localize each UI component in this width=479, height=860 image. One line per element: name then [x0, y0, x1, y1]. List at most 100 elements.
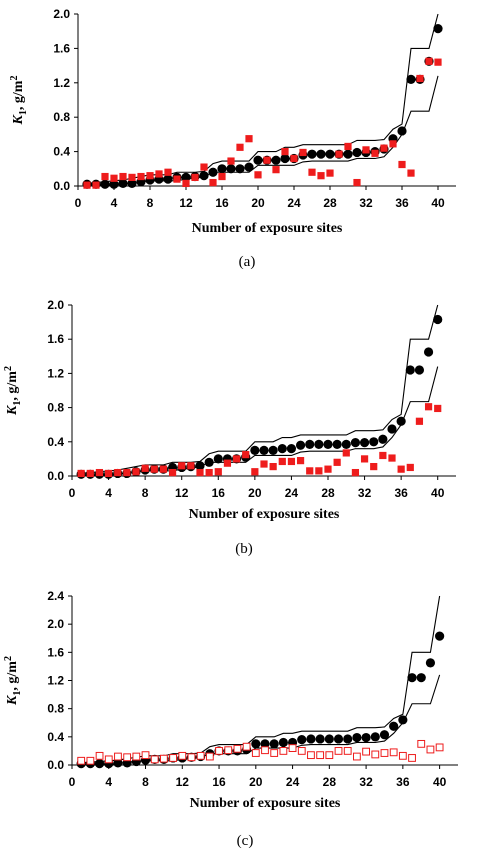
data-point-open-square: [215, 747, 223, 755]
data-point-square: [434, 58, 442, 66]
x-tick-label: 8: [147, 196, 154, 210]
data-point-square: [214, 468, 222, 476]
data-point-circle: [406, 74, 416, 84]
data-point-square: [342, 449, 350, 457]
data-point-circle: [370, 732, 380, 742]
y-axis-title: K1, g/m2: [3, 656, 23, 706]
x-tick-label: 36: [396, 775, 410, 789]
y-axis-title: K1, g/m2: [9, 76, 29, 126]
data-point-square: [155, 170, 163, 178]
data-point-circle: [333, 734, 344, 744]
data-point-circle: [416, 673, 426, 683]
data-point-square: [370, 462, 378, 471]
x-tick-label: 24: [287, 196, 301, 210]
data-point-square: [132, 468, 140, 476]
data-point-circle: [297, 735, 307, 745]
data-point-square: [407, 169, 415, 177]
data-point-square: [272, 166, 280, 174]
data-point-open-square: [104, 755, 113, 764]
y-tick-label: 0.8: [47, 401, 64, 415]
data-point-square: [397, 465, 405, 473]
data-point-circle: [316, 149, 326, 159]
data-point-circle: [268, 445, 278, 455]
x-tick-label: 32: [358, 486, 372, 500]
data-point-square: [110, 174, 118, 182]
y-tick-label: 0.4: [47, 730, 64, 744]
chart-panel-a: 0.0 0.4 0.8 1.2 1.6 2.0 0 4 8 12 16 20 24 28 32 36 40 Num…: [9, 7, 456, 270]
data-point-circle: [100, 179, 110, 189]
data-point-square: [254, 171, 262, 179]
data-point-circle: [280, 153, 290, 164]
data-point-open-square: [86, 756, 95, 765]
x-tick-label: 0: [69, 486, 76, 500]
data-point-circle: [217, 164, 227, 174]
data-point-square: [150, 465, 158, 473]
y-tick-label: 0.0: [47, 758, 64, 772]
data-point-square: [141, 464, 149, 472]
data-point-circle: [269, 739, 279, 749]
x-tick-label: 28: [321, 486, 335, 500]
x-tick-label: 12: [179, 196, 193, 210]
data-point-circle: [244, 162, 254, 172]
data-point-square: [306, 467, 314, 475]
x-tick-label: 28: [323, 196, 337, 210]
data-point-circle: [306, 734, 316, 744]
x-axis-title: Number of exposure sites: [189, 507, 340, 522]
data-point-square: [196, 468, 204, 477]
data-point-circle: [277, 444, 287, 454]
data-point-circle: [271, 155, 281, 165]
data-point-square: [388, 454, 396, 462]
x-tick-label: 32: [359, 196, 373, 210]
data-point-open-square: [371, 750, 380, 759]
data-point-open-square: [408, 754, 416, 762]
data-point-square: [398, 160, 406, 169]
data-point-square: [406, 463, 414, 472]
chart-panel-c: 0.0 0.4 0.8 1.2 1.6 2.0 2.4 0 4 8 12 16 20 24 28 32 36 40…: [3, 589, 458, 849]
data-point-circle: [195, 461, 205, 471]
data-point-square: [101, 172, 109, 181]
data-point-circle: [414, 365, 425, 375]
data-point-square: [360, 455, 369, 463]
data-point-circle: [204, 457, 214, 467]
data-point-circle: [325, 149, 335, 159]
data-point-circle: [396, 416, 406, 426]
data-point-circle: [423, 347, 434, 357]
data-point-square: [416, 74, 424, 83]
y-tick-label: 2.4: [47, 589, 64, 603]
data-point-square: [205, 468, 213, 477]
data-point-square: [380, 144, 388, 152]
data-point-circle: [435, 631, 445, 641]
data-point-circle: [208, 167, 218, 177]
y-tick-label: 2.0: [53, 7, 70, 21]
data-point-open-square: [169, 754, 177, 762]
data-point-circle: [250, 445, 260, 455]
data-point-circle: [286, 444, 297, 454]
data-point-square: [379, 451, 387, 460]
data-point-square: [351, 468, 360, 477]
data-point-circle: [369, 437, 379, 447]
data-point-open-square: [325, 751, 334, 760]
data-point-square: [137, 172, 145, 181]
data-point-open-square: [380, 749, 389, 757]
x-tick-label: 36: [395, 196, 409, 210]
x-tick-label: 8: [142, 486, 149, 500]
data-point-open-square: [132, 752, 141, 761]
data-point-circle: [118, 178, 128, 189]
data-point-open-square: [270, 749, 279, 757]
data-point-square: [278, 457, 286, 466]
data-point-square: [287, 457, 296, 466]
data-point-circle: [324, 734, 334, 744]
x-tick-label: 4: [111, 196, 118, 210]
y-axis-title: K1, g/m2: [3, 366, 23, 416]
y-tick-label: 1.2: [47, 674, 64, 688]
x-tick-label: 8: [142, 775, 149, 789]
data-point-square: [119, 172, 127, 181]
data-point-open-square: [224, 746, 233, 755]
data-point-square: [260, 460, 268, 468]
data-point-square: [104, 469, 113, 478]
data-point-circle: [397, 126, 407, 136]
data-point-open-square: [343, 747, 352, 755]
y-tick-label: 0.4: [53, 145, 70, 159]
data-point-square: [333, 458, 341, 466]
